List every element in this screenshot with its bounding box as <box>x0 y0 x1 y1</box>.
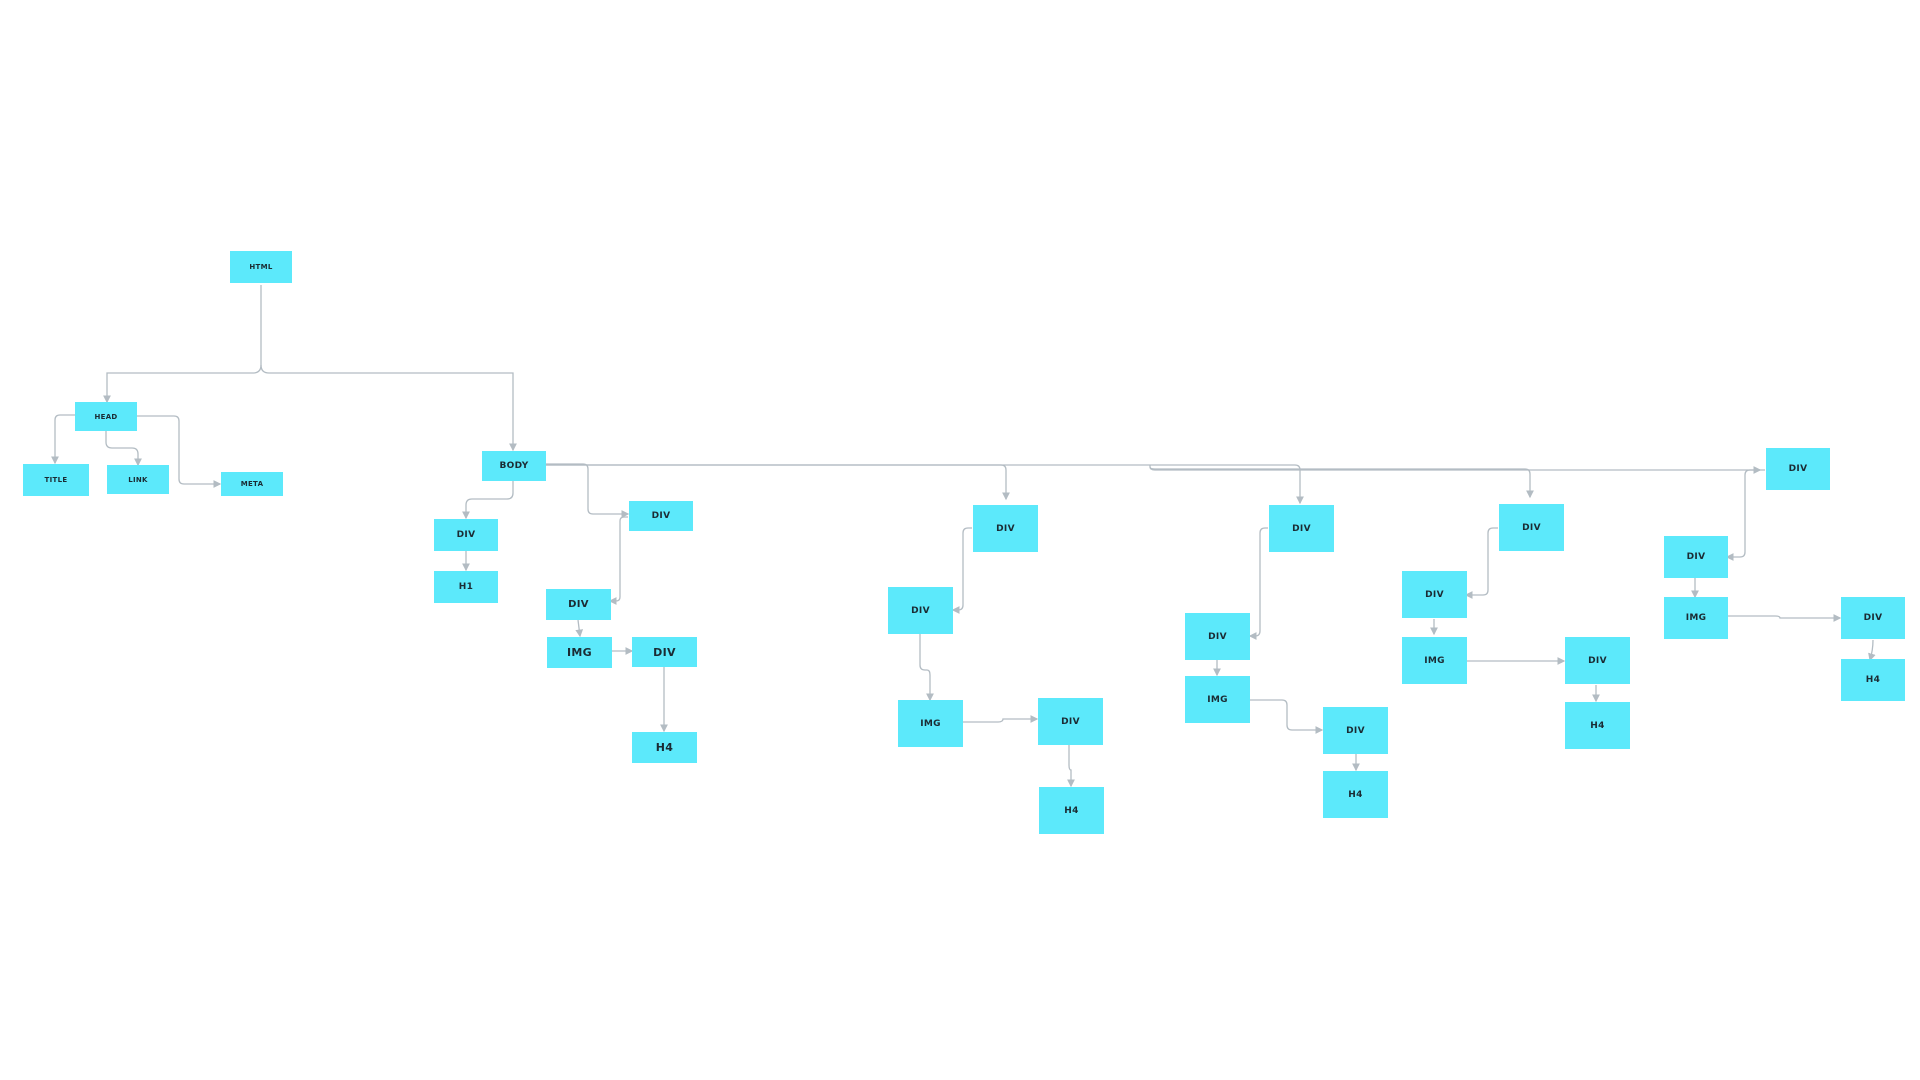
connector-body-div1 <box>462 480 514 520</box>
node-label: META <box>240 480 264 488</box>
connector-body-div4 <box>545 464 1304 505</box>
connector-div6-div6a <box>1725 469 1765 561</box>
node-div-2b[interactable]: DIV <box>632 637 697 667</box>
node-head[interactable]: HEAD <box>75 402 137 431</box>
connector-head-meta <box>137 415 222 488</box>
node-label: H4 <box>1348 789 1363 800</box>
connector-head-link <box>105 430 142 467</box>
node-h4-5[interactable]: H4 <box>1565 702 1630 749</box>
node-label: DIV <box>568 599 589 610</box>
node-label: DIV <box>1061 716 1080 727</box>
node-label: DIV <box>1208 631 1227 642</box>
node-label: DIV <box>996 523 1015 534</box>
connector-div5-div5a <box>1464 527 1498 599</box>
node-title[interactable]: TITLE <box>23 464 89 496</box>
connector-img3-div3b <box>962 715 1039 723</box>
node-div-5[interactable]: DIV <box>1499 504 1564 551</box>
node-div-4[interactable]: DIV <box>1269 505 1334 552</box>
node-label: BODY <box>499 461 529 471</box>
node-label: DIV <box>1588 655 1607 666</box>
connector-img6-div6b <box>1727 614 1842 622</box>
connector-body-div3 <box>545 464 1010 501</box>
connector-div2-div2a <box>608 516 628 605</box>
node-div-2[interactable]: DIV <box>629 501 693 531</box>
node-img-6[interactable]: IMG <box>1664 597 1728 639</box>
node-label: HEAD <box>94 412 118 421</box>
node-meta[interactable]: META <box>221 472 283 496</box>
node-div-3b[interactable]: DIV <box>1038 698 1103 745</box>
node-body[interactable]: BODY <box>482 451 546 481</box>
node-label: DIV <box>1522 522 1541 533</box>
node-div-3a[interactable]: DIV <box>888 587 953 634</box>
connector-body-div2 <box>545 463 630 518</box>
connector-div6b-h4 <box>1868 639 1876 662</box>
node-label: H4 <box>1865 675 1881 685</box>
node-label: DIV <box>653 645 676 659</box>
node-html[interactable]: HTML <box>230 251 292 283</box>
node-div-1[interactable]: DIV <box>434 519 498 551</box>
node-h4-4[interactable]: H4 <box>1323 771 1388 818</box>
node-label: IMG <box>567 646 592 659</box>
node-label: DIV <box>1346 725 1365 736</box>
node-div-3[interactable]: DIV <box>973 505 1038 552</box>
node-label: LINK <box>128 475 148 484</box>
node-label: IMG <box>1424 655 1445 666</box>
node-label: IMG <box>1207 694 1228 705</box>
node-div-6a[interactable]: DIV <box>1664 536 1728 578</box>
node-img-4[interactable]: IMG <box>1185 676 1250 723</box>
connector-head-title <box>51 414 76 465</box>
connector-div3a-img3 <box>919 634 934 702</box>
node-label: DIV <box>651 511 671 521</box>
node-label: TITLE <box>44 476 68 484</box>
node-label: DIV <box>1425 589 1444 600</box>
node-h4-3[interactable]: H4 <box>1039 787 1104 834</box>
connector-html-body <box>260 364 517 452</box>
node-img-5[interactable]: IMG <box>1402 637 1467 684</box>
node-div-5b[interactable]: DIV <box>1565 637 1630 684</box>
node-label: H4 <box>1590 720 1605 731</box>
node-label: DIV <box>456 530 476 540</box>
node-label: H4 <box>1064 805 1079 816</box>
node-img-3[interactable]: IMG <box>898 700 963 747</box>
node-label: DIV <box>911 605 930 616</box>
node-h4-6[interactable]: H4 <box>1841 659 1905 701</box>
node-label: DIV <box>1863 613 1883 623</box>
node-div-2a[interactable]: DIV <box>546 589 611 620</box>
node-label: IMG <box>920 718 941 729</box>
connector-html-head <box>103 285 262 404</box>
node-h1[interactable]: H1 <box>434 571 498 603</box>
connector-img4-div4b <box>1250 699 1324 734</box>
node-label: DIV <box>1292 523 1311 534</box>
node-div-6[interactable]: DIV <box>1766 448 1830 490</box>
node-div-4b[interactable]: DIV <box>1323 707 1388 754</box>
node-label: H4 <box>655 741 674 754</box>
node-div-6b[interactable]: DIV <box>1841 597 1905 639</box>
node-label: DIV <box>1788 464 1808 474</box>
node-div-5a[interactable]: DIV <box>1402 571 1467 618</box>
connector-body-div6 <box>1149 466 1762 474</box>
node-label: HTML <box>249 263 273 271</box>
connector-div2a-img2 <box>575 619 584 638</box>
node-link[interactable]: LINK <box>107 465 169 494</box>
connector-div3-div3a <box>951 527 972 614</box>
node-label: IMG <box>1685 613 1707 623</box>
node-h4-2[interactable]: H4 <box>632 732 697 763</box>
connector-div4-div4a <box>1248 527 1268 640</box>
node-img-2[interactable]: IMG <box>547 637 612 668</box>
node-label: DIV <box>1686 552 1706 562</box>
node-div-4a[interactable]: DIV <box>1185 613 1250 660</box>
connector-div3b-h4 <box>1067 745 1075 788</box>
node-label: H1 <box>458 582 474 592</box>
